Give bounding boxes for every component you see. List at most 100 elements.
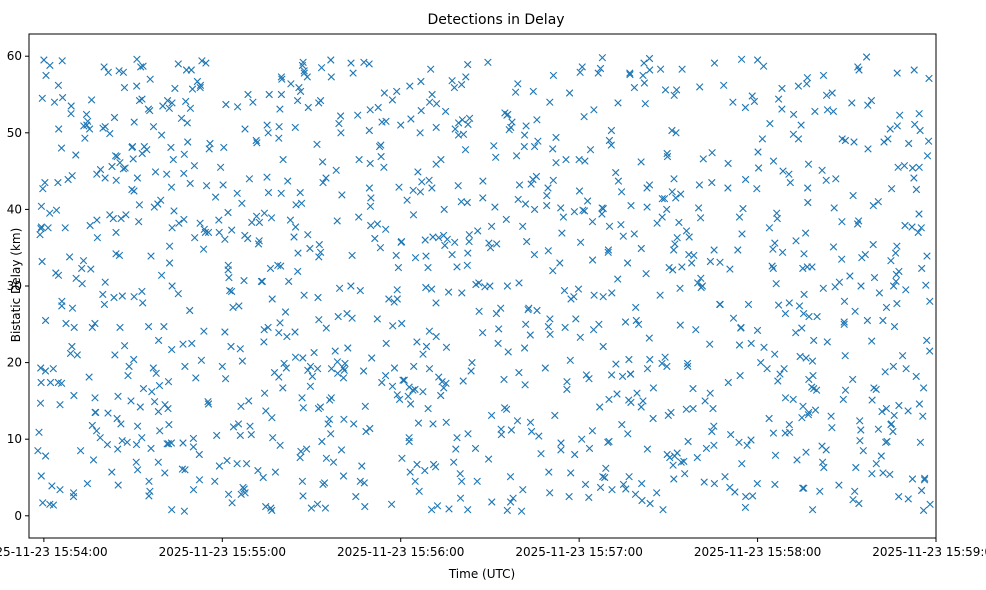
data-point xyxy=(668,126,676,135)
data-point xyxy=(393,87,401,96)
data-point xyxy=(85,125,94,133)
data-point xyxy=(753,56,762,64)
data-point xyxy=(886,125,894,133)
data-point xyxy=(314,293,322,302)
data-point xyxy=(664,411,672,420)
data-point xyxy=(278,75,286,83)
data-point xyxy=(646,355,654,364)
data-point xyxy=(304,103,312,112)
data-point xyxy=(296,87,305,96)
data-point xyxy=(645,54,654,63)
data-point xyxy=(910,174,918,182)
data-point xyxy=(242,460,251,468)
data-point xyxy=(841,352,849,360)
data-point xyxy=(586,146,595,154)
data-point xyxy=(184,138,192,146)
data-point xyxy=(453,434,461,442)
data-point xyxy=(778,84,786,93)
data-point xyxy=(135,96,144,105)
data-point xyxy=(887,257,895,265)
data-point xyxy=(424,404,432,413)
data-point xyxy=(224,208,232,217)
data-point xyxy=(199,245,208,253)
data-point xyxy=(221,375,230,383)
data-point xyxy=(492,153,500,161)
data-point xyxy=(696,214,705,222)
data-point xyxy=(709,404,717,413)
data-point xyxy=(765,224,774,232)
data-point xyxy=(277,189,285,197)
data-point xyxy=(316,248,325,256)
data-point xyxy=(190,162,199,170)
data-point xyxy=(643,203,651,211)
data-point xyxy=(252,212,261,220)
data-point xyxy=(557,204,565,212)
data-point xyxy=(380,89,389,97)
data-point xyxy=(410,362,418,371)
data-point xyxy=(137,63,145,71)
data-point xyxy=(735,213,744,221)
data-point xyxy=(161,469,169,477)
data-point xyxy=(445,505,453,513)
data-point xyxy=(300,69,308,77)
data-point xyxy=(780,365,788,373)
data-point xyxy=(291,353,300,361)
data-point xyxy=(413,460,421,469)
data-point xyxy=(334,312,342,321)
data-point xyxy=(877,452,885,460)
data-point xyxy=(543,191,551,200)
data-point xyxy=(456,494,465,502)
data-point xyxy=(263,173,271,181)
data-point xyxy=(163,170,171,178)
data-point xyxy=(324,420,332,428)
data-point xyxy=(435,373,443,381)
data-point xyxy=(42,71,50,80)
data-point xyxy=(612,168,620,177)
data-point xyxy=(530,205,539,214)
data-point xyxy=(696,83,704,91)
data-point xyxy=(327,430,335,438)
data-point xyxy=(118,292,126,300)
data-point xyxy=(481,283,489,291)
data-point xyxy=(147,252,155,260)
data-point xyxy=(631,490,640,498)
data-point xyxy=(179,439,187,447)
data-point xyxy=(429,460,438,469)
data-point xyxy=(132,458,140,466)
data-point xyxy=(895,401,903,410)
data-point xyxy=(727,430,735,439)
data-point xyxy=(804,198,812,207)
data-point xyxy=(443,235,451,243)
data-point xyxy=(113,414,121,423)
data-point xyxy=(165,259,174,267)
data-point xyxy=(360,58,368,66)
data-point xyxy=(277,73,286,81)
data-point xyxy=(387,500,396,508)
data-point xyxy=(666,453,674,462)
data-point xyxy=(221,235,229,243)
data-point xyxy=(374,103,382,112)
data-point xyxy=(515,368,523,377)
data-point xyxy=(864,101,872,109)
data-point xyxy=(638,496,646,505)
data-point xyxy=(248,218,256,227)
data-point xyxy=(211,193,220,201)
data-point xyxy=(532,172,541,181)
data-point xyxy=(504,110,512,119)
data-point xyxy=(467,367,475,375)
data-point xyxy=(315,253,323,261)
data-point xyxy=(596,64,605,73)
data-point xyxy=(838,135,846,143)
data-point xyxy=(103,440,112,449)
data-point xyxy=(915,400,924,408)
data-point xyxy=(61,224,69,232)
data-point xyxy=(49,365,57,373)
data-point xyxy=(125,362,133,371)
data-point xyxy=(838,218,846,226)
data-point xyxy=(789,110,798,119)
data-point xyxy=(868,337,876,345)
data-point xyxy=(335,119,343,128)
data-point xyxy=(708,178,716,187)
data-point xyxy=(724,378,732,387)
data-point xyxy=(385,295,393,303)
